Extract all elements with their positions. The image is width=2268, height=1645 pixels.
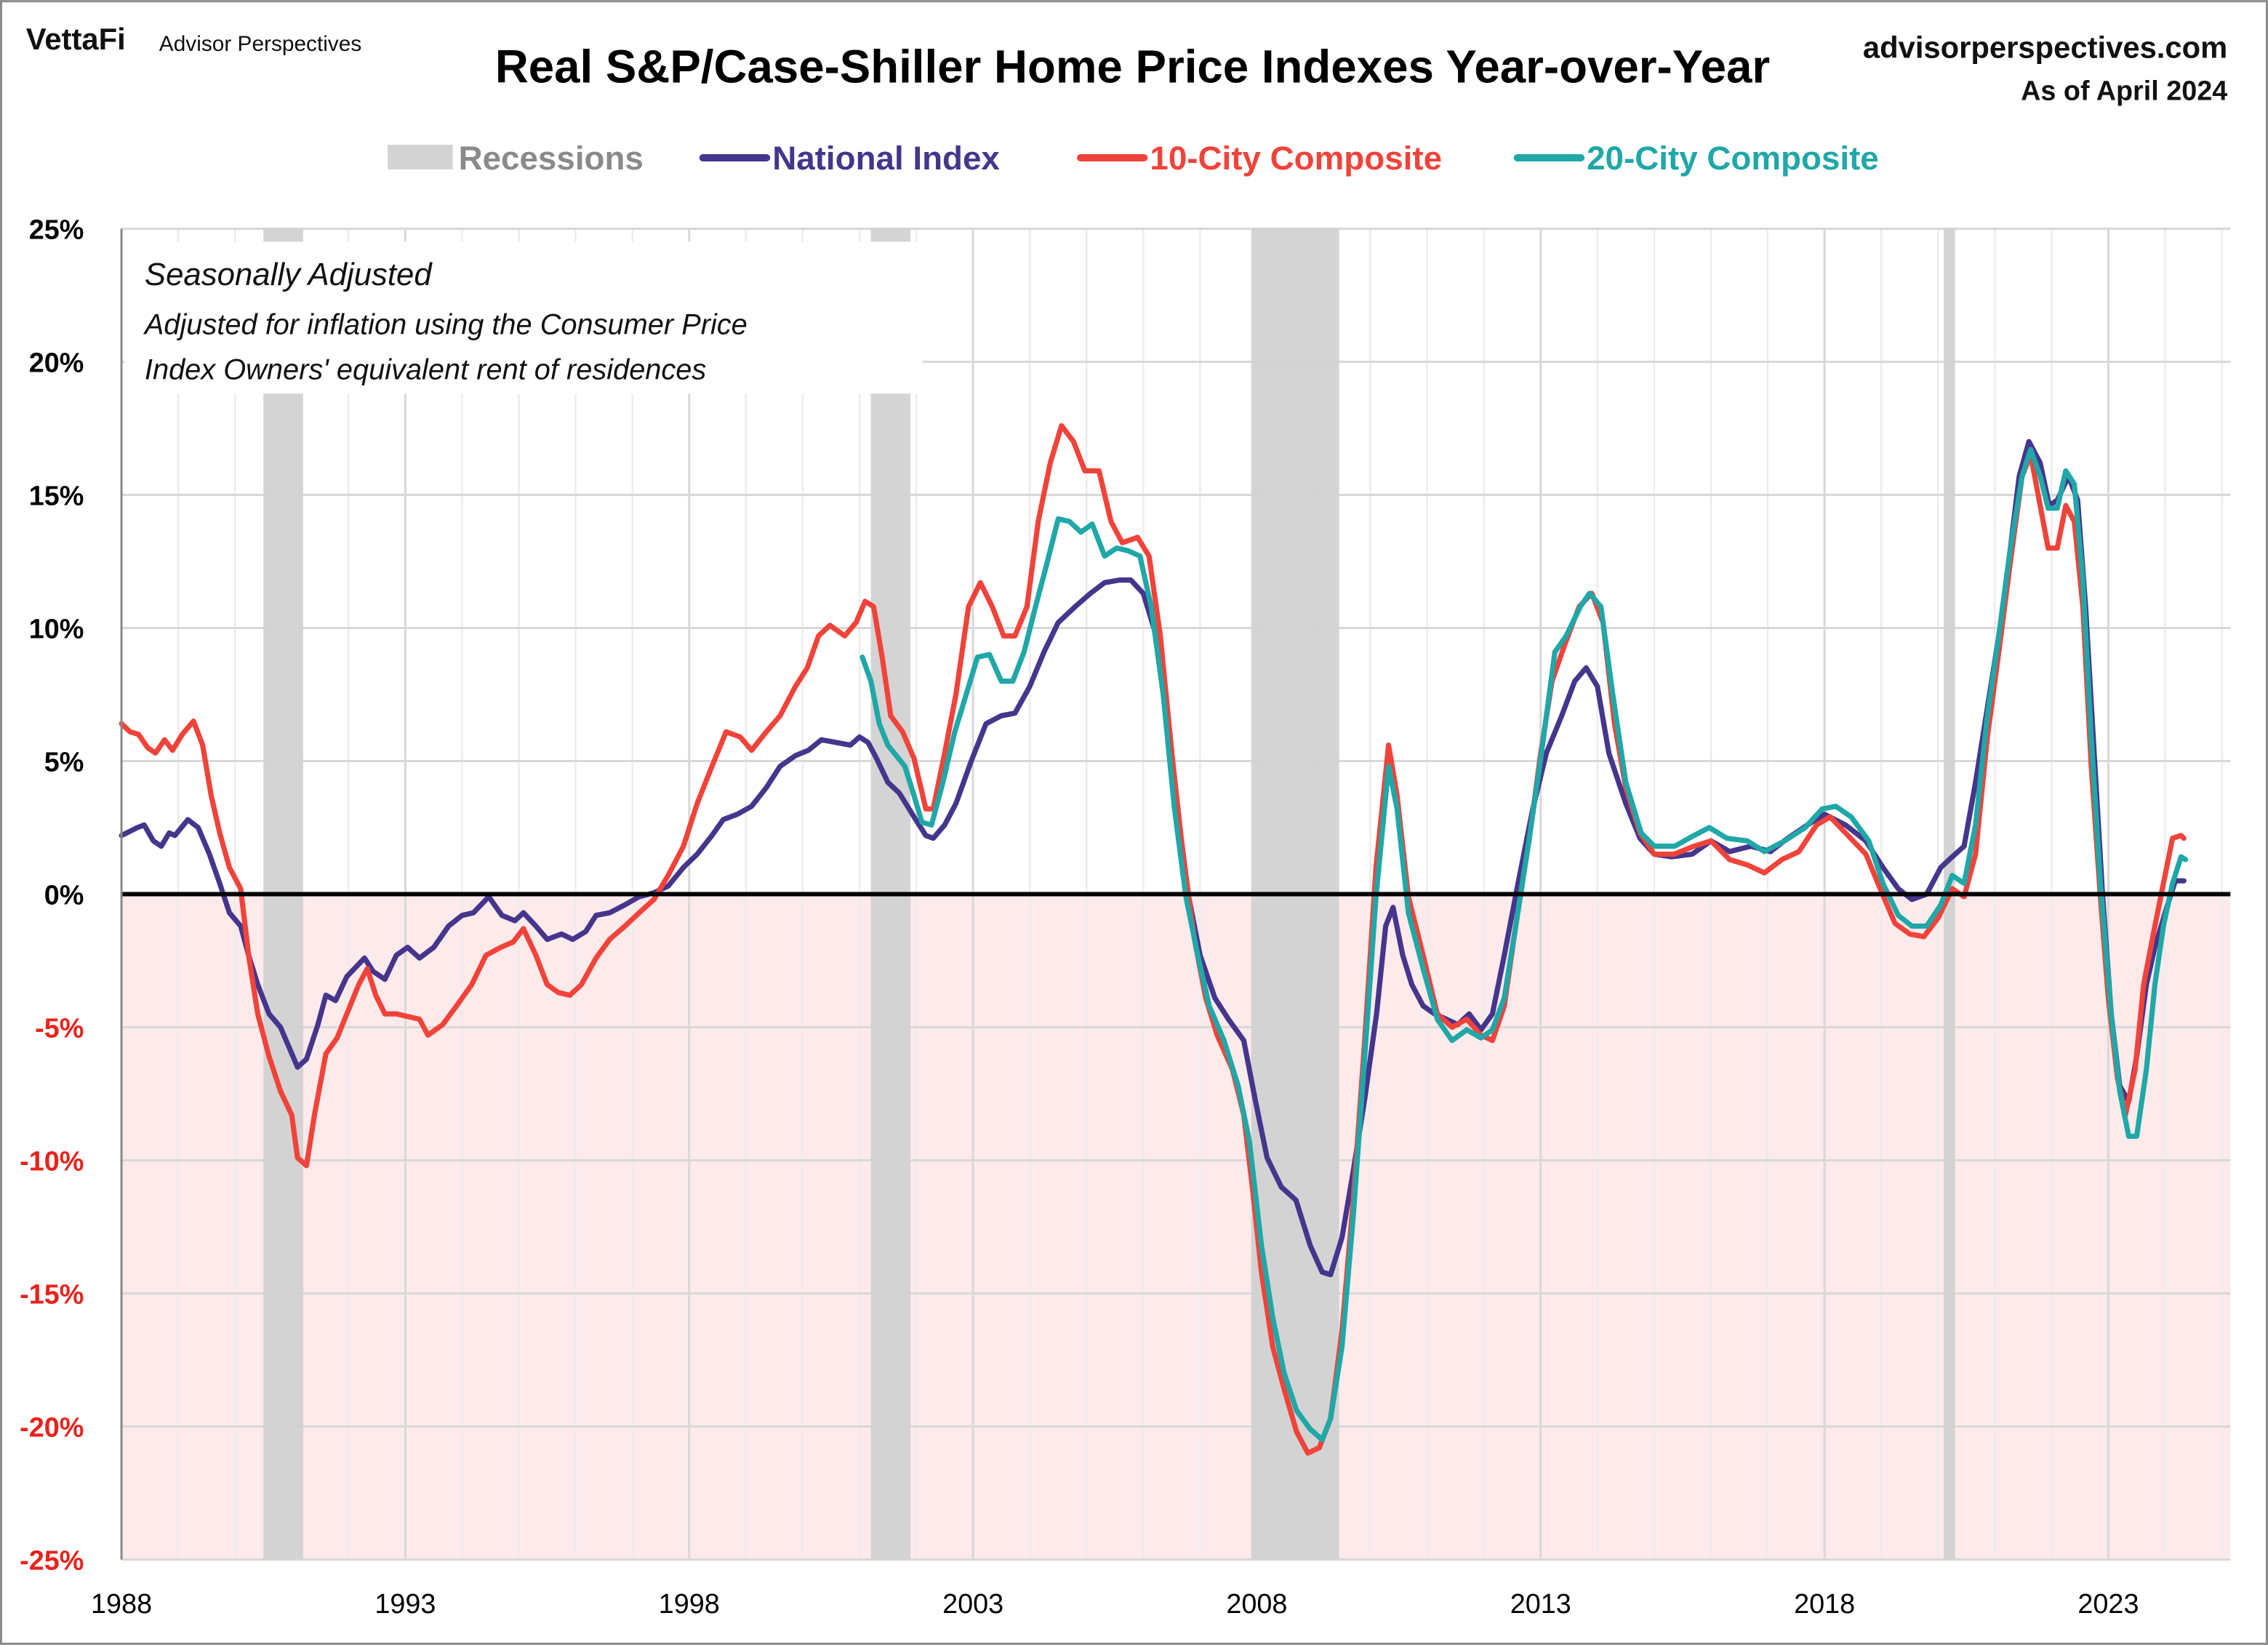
x-tick-label: 2008 [1226,1589,1287,1620]
site-url: advisorperspectives.com [1863,31,2227,65]
logo-subtitle: Advisor Perspectives [159,32,362,56]
x-tick-label: 1998 [659,1589,720,1620]
20-city-composite-line [859,447,2189,1443]
y-tick-label: 10% [29,614,84,644]
y-tick-label: -5% [35,1013,84,1044]
annotation-line-3: Index Owners' equivalent rent of residen… [145,353,707,385]
legend-20city-label: 20-City Composite [1587,140,1879,177]
negative-region-fill [121,894,2231,1560]
y-tick-label: 5% [44,747,84,777]
legend-recessions-label: Recessions [459,140,644,177]
annotation-background [124,241,923,394]
y-tick-label: 20% [29,348,84,378]
x-tick-label: 1988 [91,1589,152,1620]
plot-background [121,894,2231,1560]
x-tick-label: 2013 [1510,1589,1571,1620]
legend-national-label: National Index [772,140,1000,177]
y-tick-label: -15% [20,1279,84,1310]
y-tick-label: 25% [29,215,84,245]
y-tick-label: -20% [20,1412,84,1443]
y-tick-label: -25% [20,1545,84,1576]
y-tick-label: 0% [44,880,84,910]
annotation-line-2: Adjusted for inflation using the Consume… [143,309,748,341]
legend-recessions-swatch [388,145,453,169]
legend-10city-label: 10-City Composite [1150,140,1442,177]
legend: Recessions National Index 10-City Compos… [388,140,1879,177]
x-tick-label: 2003 [942,1589,1003,1620]
x-tick-label: 1993 [374,1589,436,1620]
axes: 25% 20% 15% 10% 5% 0% -5% -10% -15% -20% -25%1988 1… [20,215,2231,1620]
x-tick-label: 2018 [1794,1589,1855,1620]
logo-brand: VettaFi [26,22,126,56]
annotation-box: Seasonally Adjusted Adjusted for inflati… [124,241,923,394]
chart-title: Real S&P/Case-Shiller Home Price Indexes… [495,41,1770,93]
as-of-date: As of April 2024 [2021,76,2227,106]
annotation-line-1: Seasonally Adjusted [145,257,433,292]
x-tick-label: 2023 [2077,1589,2139,1620]
10-city-composite-line [119,423,2187,1456]
y-tick-label: -10% [20,1146,84,1177]
y-tick-label: 15% [29,481,84,511]
